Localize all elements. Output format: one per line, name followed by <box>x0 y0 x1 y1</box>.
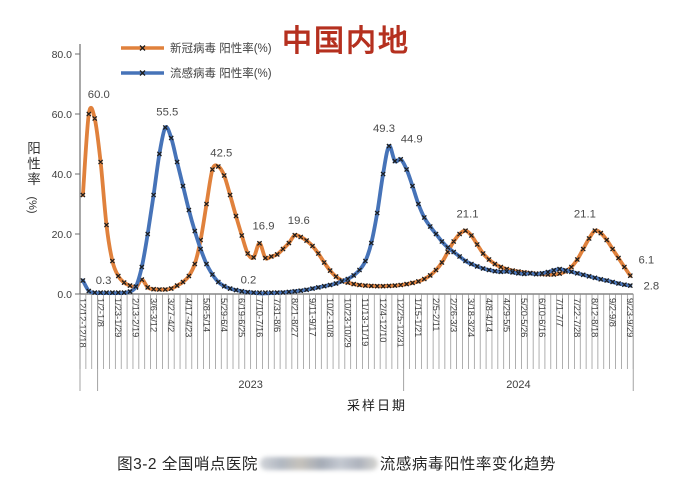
y-tick-label: 80.0 <box>52 49 73 61</box>
redacted-text-smudge <box>259 456 378 470</box>
data-labels: 60.0 0.3 55.5 42.5 0.2 16.9 19.6 49.3 44.9 21.1 21… <box>88 89 659 293</box>
x-tick-label: 4/29-5/5 <box>502 298 512 332</box>
x-tick-label: 2/13-2/19 <box>131 298 141 337</box>
covid-line-swatch-icon <box>121 45 164 51</box>
x-tick-label: 1/23-1/29 <box>113 298 123 337</box>
data-label: 6.1 <box>638 255 654 267</box>
y-axis-title-text: 阳性率 <box>25 141 40 188</box>
x-tick-label: 3/27-4/2 <box>166 298 176 332</box>
positivity-rate-chart: 0.0 20.0 40.0 60.0 80.0 12/12-12/18 1/2-1/8 1/2… <box>52 44 659 391</box>
x-tick-label: 10/23-10/29 <box>343 298 353 348</box>
data-label: 21.1 <box>574 209 596 221</box>
y-tick-label: 40.0 <box>52 169 73 181</box>
figure-caption: 图3-2 全国哨点医院 流感病毒阳性率变化趋势 <box>0 452 673 474</box>
x-tick-label: 5/20-5/26 <box>519 298 529 337</box>
flu-series <box>80 124 633 296</box>
x-tick-label: 9/23-9/29 <box>625 298 635 337</box>
data-label: 21.1 <box>457 209 479 221</box>
x-tick-label: 12/4-12/10 <box>378 298 388 342</box>
x-tick-label: 5/8-5/14 <box>201 298 211 332</box>
covid-series-line <box>81 105 633 292</box>
y-axis-title: 阳性率 (%) <box>22 141 42 213</box>
x-tick-label: 3/18-3/24 <box>466 298 476 337</box>
data-label: 49.3 <box>373 123 395 135</box>
data-label: 0.3 <box>96 275 112 287</box>
x-tick-label: 7/31-8/6 <box>272 298 282 332</box>
legend-item-flu: 流感病毒 阳性率(%) <box>119 64 272 82</box>
x-tick-label: 7/1-7/7 <box>554 298 564 327</box>
flu-series-markers <box>80 124 633 296</box>
chart-legend: 新冠病毒 阳性率(%) 流感病毒 阳性率(%) <box>119 39 272 82</box>
x-axis-ticks <box>79 294 634 369</box>
x-tick-label: 1/15-1/21 <box>413 298 423 337</box>
data-label: 55.5 <box>156 107 178 119</box>
data-label: 19.6 <box>288 215 310 227</box>
data-label: 42.5 <box>210 148 232 160</box>
flu-line-swatch-icon <box>121 70 164 76</box>
caption-suffix: 流感病毒阳性率变化趋势 <box>379 456 556 473</box>
legend-item-covid: 新冠病毒 阳性率(%) <box>119 39 272 57</box>
legend-label-flu: 流感病毒 阳性率(%) <box>170 68 272 80</box>
x-tick-label: 3/6-3/12 <box>148 298 158 332</box>
flu-series-line <box>81 125 633 296</box>
x-tick-label: 12/12-12/18 <box>78 298 88 348</box>
caption-prefix: 图3-2 全国哨点医院 <box>117 456 258 473</box>
x-tick-label: 2/26-3/3 <box>449 298 459 332</box>
x-tick-label: 10/2-10/8 <box>325 298 335 337</box>
year-axis: 2023 2024 <box>79 294 634 391</box>
data-label: 60.0 <box>88 89 110 101</box>
year-label: 2023 <box>238 379 262 391</box>
y-tick-label: 60.0 <box>52 109 73 121</box>
data-label: 2.8 <box>643 281 659 293</box>
chart-title: 中国内地 <box>282 25 410 58</box>
x-axis-title: 采样日期 <box>346 398 407 413</box>
data-label: 0.2 <box>241 274 257 286</box>
y-axis-ticks: 0.0 20.0 40.0 60.0 80.0 <box>52 49 80 301</box>
legend-label-covid: 新冠病毒 阳性率(%) <box>170 43 272 55</box>
x-tick-label: 1/2-1/8 <box>95 298 105 327</box>
x-tick-label: 8/21-8/27 <box>290 298 300 337</box>
y-tick-label: 20.0 <box>52 229 73 241</box>
x-tick-label: 6/10-6/16 <box>537 298 547 337</box>
x-tick-label: 7/10-7/16 <box>254 298 264 337</box>
y-axis-unit: (%) <box>26 195 38 214</box>
x-tick-label: 4/8-4/14 <box>484 298 494 332</box>
x-tick-label: 8/12-8/18 <box>590 298 600 337</box>
x-tick-label: 7/22-7/28 <box>572 298 582 337</box>
x-tick-label: 11/13-11/19 <box>360 298 370 346</box>
data-label: 16.9 <box>253 220 275 232</box>
x-tick-label: 9/2-9/8 <box>607 298 617 327</box>
y-tick-label: 0.0 <box>57 289 72 301</box>
year-label: 2024 <box>506 379 530 391</box>
x-tick-label: 2/5-2/11 <box>431 298 441 331</box>
x-tick-label: 5/29-6/4 <box>219 298 229 332</box>
x-tick-label: 6/19-6/25 <box>237 298 247 337</box>
x-tick-label: 12/25-12/31 <box>396 298 406 348</box>
x-tick-label: 9/11-9/17 <box>307 298 317 337</box>
x-axis-date-labels: 12/12-12/18 1/2-1/8 1/23-1/29 2/13-2/19 3/6-… <box>78 298 635 348</box>
x-tick-label: 4/17-4/23 <box>184 298 194 337</box>
data-label: 44.9 <box>401 133 423 145</box>
